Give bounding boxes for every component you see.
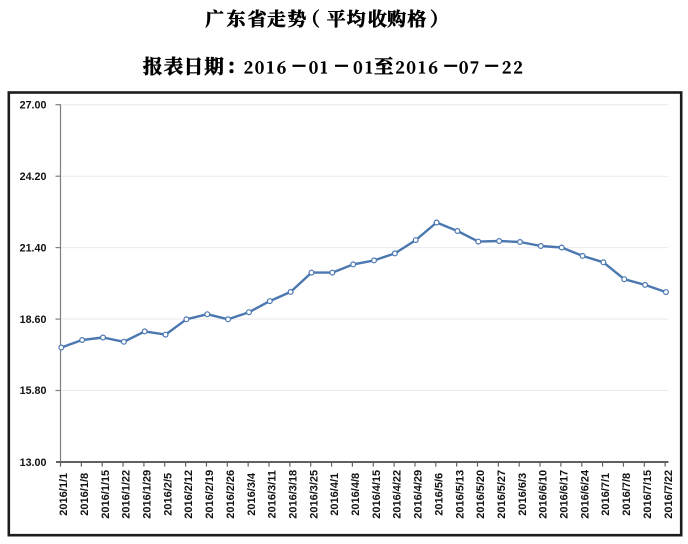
svg-text:18.60: 18.60 [20,314,47,326]
svg-text:2016/6/24: 2016/6/24 [579,469,591,519]
svg-text:2016/4/8: 2016/4/8 [350,473,362,516]
svg-text:15.80: 15.80 [20,385,47,397]
svg-text:2016/3/11: 2016/3/11 [267,470,279,518]
svg-text:2016/7/8: 2016/7/8 [621,473,633,516]
svg-text:2016/1/22: 2016/1/22 [121,470,133,519]
svg-text:2016/6/17: 2016/6/17 [559,470,571,519]
svg-text:21.40: 21.40 [20,242,47,254]
svg-text:2016/3/25: 2016/3/25 [308,470,320,519]
svg-text:2016/1/15: 2016/1/15 [100,470,112,519]
svg-text:2016/2/5: 2016/2/5 [162,473,174,516]
svg-text:2016/5/27: 2016/5/27 [496,470,508,519]
svg-text:27.00: 27.00 [20,99,47,111]
svg-text:2016/6/3: 2016/6/3 [517,473,529,516]
svg-text:2016/7/22: 2016/7/22 [663,470,675,519]
svg-text:2016/4/29: 2016/4/29 [413,470,425,519]
svg-text:2016/2/12: 2016/2/12 [183,470,195,519]
svg-text:2016/6/10: 2016/6/10 [538,470,550,519]
svg-text:2016/1/1: 2016/1/1 [58,473,70,516]
svg-text:2016/3/4: 2016/3/4 [246,472,258,516]
svg-text:2016/7/1: 2016/7/1 [600,473,612,516]
svg-text:13.00: 13.00 [20,457,47,469]
svg-text:2016/5/6: 2016/5/6 [433,473,445,516]
svg-text:2016/1/8: 2016/1/8 [79,473,91,516]
svg-text:2016/7/15: 2016/7/15 [642,470,654,519]
svg-text:2016/1/29: 2016/1/29 [142,470,154,519]
svg-text:2016/4/22: 2016/4/22 [392,470,404,519]
svg-text:2016/2/19: 2016/2/19 [204,470,216,519]
svg-text:2016/3/18: 2016/3/18 [287,470,299,519]
svg-text:2016/5/20: 2016/5/20 [475,470,487,519]
svg-text:2016/4/15: 2016/4/15 [371,470,383,519]
svg-text:2016/4/1: 2016/4/1 [329,473,341,516]
svg-text:2016/2/26: 2016/2/26 [225,470,237,519]
svg-text:24.20: 24.20 [20,171,47,183]
svg-text:2016/5/13: 2016/5/13 [454,470,466,519]
